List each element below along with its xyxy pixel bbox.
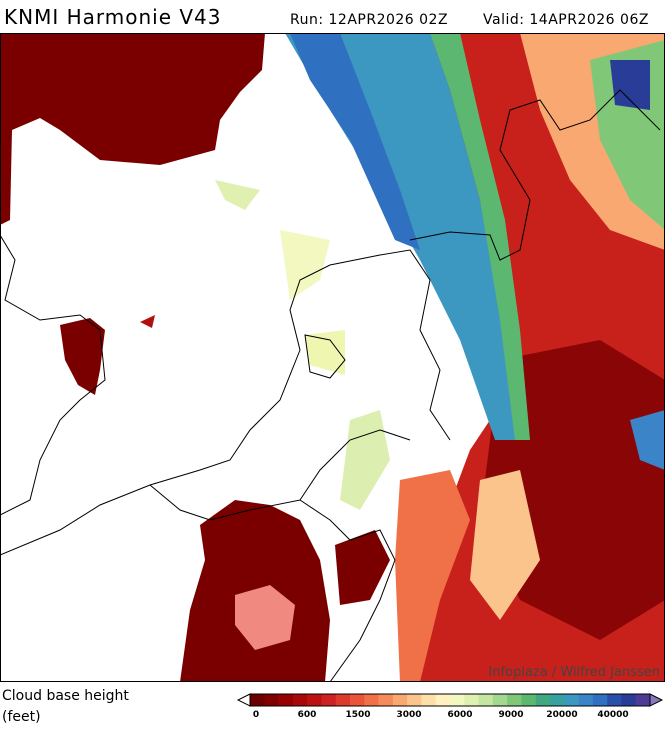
colorbar: 0 600 1500 3000 6000 9000 20000 40000 (236, 693, 664, 720)
colorbar-label: 1500 (345, 710, 370, 720)
cloud-patch (305, 330, 345, 375)
cloud-field (630, 410, 665, 470)
cloud-band (290, 33, 420, 250)
cloud-field (395, 470, 470, 682)
colorbar-swatch (450, 694, 465, 706)
cloud-patch (280, 230, 330, 300)
colorbar-swatch (550, 694, 565, 706)
lake-shore (304, 334, 346, 379)
colorbar-label: 600 (298, 710, 317, 720)
colorbar-swatch (407, 694, 422, 706)
colorbar-swatch (392, 694, 408, 706)
colorbar-label: 3000 (396, 710, 421, 720)
colorbar-swatch (264, 694, 279, 706)
colorbar-label: 20000 (546, 710, 577, 720)
colorbar-swatch (521, 694, 537, 706)
colorbar-swatch (435, 694, 451, 706)
colorbar-swatch (307, 694, 322, 706)
colorbar-swatch (378, 694, 394, 706)
colorbar-swatch (364, 694, 379, 706)
colorbar-swatch (492, 694, 508, 706)
legend-title: Cloud base height (2, 688, 129, 704)
colorbar-swatch (421, 694, 437, 706)
colorbar-swatch (278, 694, 294, 706)
cloud-band (430, 33, 530, 440)
colorbar-swatch (535, 694, 551, 706)
colorbar-label: 0 (253, 710, 259, 720)
colorbar-label: 9000 (498, 710, 523, 720)
colorbar-swatch (578, 694, 594, 706)
colorbar-label: 40000 (597, 710, 628, 720)
low-cloud-area (335, 530, 390, 605)
colorbar-swatch (250, 694, 265, 706)
low-cloud-area (60, 318, 105, 395)
colorbar-swatch (478, 694, 494, 706)
colorbar-swatch (564, 694, 579, 706)
colorbar-label: 6000 (447, 710, 472, 720)
colorbar-swatch (464, 694, 479, 706)
colorbar-swatch (592, 694, 608, 706)
colorbar-swatch (607, 694, 622, 706)
border (299, 429, 411, 501)
cloud-patch (215, 180, 260, 210)
low-cloud-area (0, 33, 265, 225)
border (149, 484, 396, 682)
cloud-field (470, 470, 540, 620)
colorbar-swatch (507, 694, 522, 706)
map-title: KNMI Harmonie V43 (4, 5, 222, 29)
cloud-patch (340, 410, 390, 510)
colorbar-swatch (321, 694, 337, 706)
colorbar-swatch (350, 694, 365, 706)
cloud-field (610, 60, 650, 110)
valid-time: Valid: 14APR2026 06Z (483, 12, 649, 28)
cloud-band (285, 33, 520, 440)
legend-unit: (feet) (2, 709, 41, 725)
run-time: Run: 12APR2026 02Z (290, 12, 448, 28)
map (0, 33, 665, 682)
colorbar-swatch (635, 694, 651, 706)
credit: Infoplaza / Wilfred Janssen (488, 665, 660, 680)
coastline (0, 234, 106, 516)
cloud-patch (235, 585, 295, 650)
colorbar-swatch (335, 694, 351, 706)
colorbar-swatch (621, 694, 637, 706)
low-cloud-area (140, 315, 155, 328)
coastline (409, 89, 661, 261)
colorbar-swatch (292, 694, 308, 706)
colorbar-frame (249, 693, 651, 707)
